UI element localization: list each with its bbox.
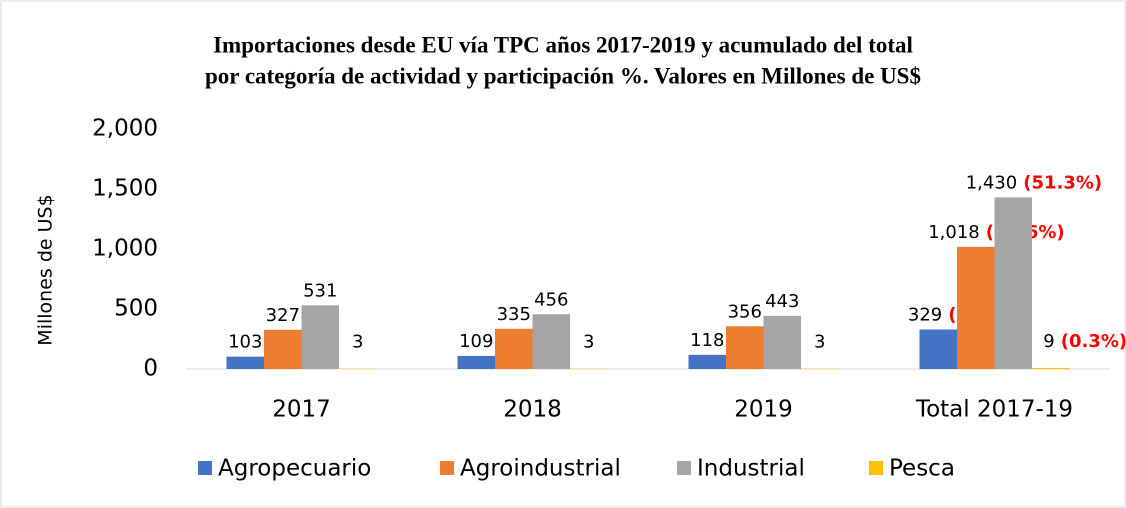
legend-label: Agropecuario bbox=[218, 456, 371, 482]
bar bbox=[301, 305, 339, 369]
x-tick-label: Total 2017-19 bbox=[915, 397, 1073, 423]
y-axis-title: Millones de US$ bbox=[35, 194, 57, 345]
data-label: 1,018 bbox=[928, 222, 980, 243]
y-tick-label: 500 bbox=[114, 296, 158, 322]
y-tick-label: 1,000 bbox=[92, 236, 158, 262]
data-label: 109 bbox=[459, 331, 493, 352]
data-label: 103 bbox=[228, 332, 262, 353]
share-label: (0.3%) bbox=[1061, 331, 1126, 352]
legend-label: Pesca bbox=[889, 456, 955, 482]
bar bbox=[264, 329, 302, 369]
x-tick-label: 2019 bbox=[734, 397, 793, 423]
bar bbox=[763, 315, 801, 369]
chart-title: Importaciones desde EU vía TPC años 2017… bbox=[213, 32, 913, 57]
legend-swatch bbox=[440, 461, 454, 475]
legend-swatch bbox=[869, 461, 883, 475]
chart-title: por categoría de actividad y participaci… bbox=[205, 63, 921, 88]
data-label: 3 bbox=[352, 332, 363, 353]
data-label: 9 bbox=[1043, 331, 1054, 352]
data-label: 329 bbox=[908, 305, 942, 326]
y-tick-label: 2,000 bbox=[92, 116, 158, 142]
bar bbox=[1032, 367, 1070, 369]
bar bbox=[994, 197, 1032, 369]
legend-swatch bbox=[198, 461, 212, 475]
bar bbox=[688, 354, 726, 369]
bar bbox=[532, 314, 570, 369]
data-label: 335 bbox=[497, 304, 531, 325]
share-label: (51.3%) bbox=[1023, 172, 1102, 193]
data-label: 3 bbox=[583, 332, 594, 353]
bar bbox=[726, 326, 764, 369]
bar bbox=[919, 329, 957, 369]
legend-label: Industrial bbox=[697, 456, 805, 482]
data-label: 531 bbox=[303, 280, 337, 301]
bar bbox=[957, 246, 995, 369]
data-label: 327 bbox=[266, 305, 300, 326]
legend-label: Agroindustrial bbox=[460, 456, 621, 482]
legend-swatch bbox=[677, 461, 691, 475]
x-tick-label: 2017 bbox=[272, 397, 331, 423]
data-label: 118 bbox=[690, 330, 724, 351]
x-tick-label: 2018 bbox=[503, 397, 562, 423]
data-label: 3 bbox=[814, 332, 825, 353]
data-label: 1,430 bbox=[966, 172, 1018, 193]
data-label: 443 bbox=[765, 291, 799, 312]
data-label: 456 bbox=[534, 289, 568, 310]
bar bbox=[495, 328, 533, 369]
data-label: 356 bbox=[728, 301, 762, 322]
bar bbox=[457, 355, 495, 369]
y-tick-label: 0 bbox=[143, 356, 158, 382]
y-tick-label: 1,500 bbox=[92, 176, 158, 202]
bar bbox=[226, 356, 264, 369]
